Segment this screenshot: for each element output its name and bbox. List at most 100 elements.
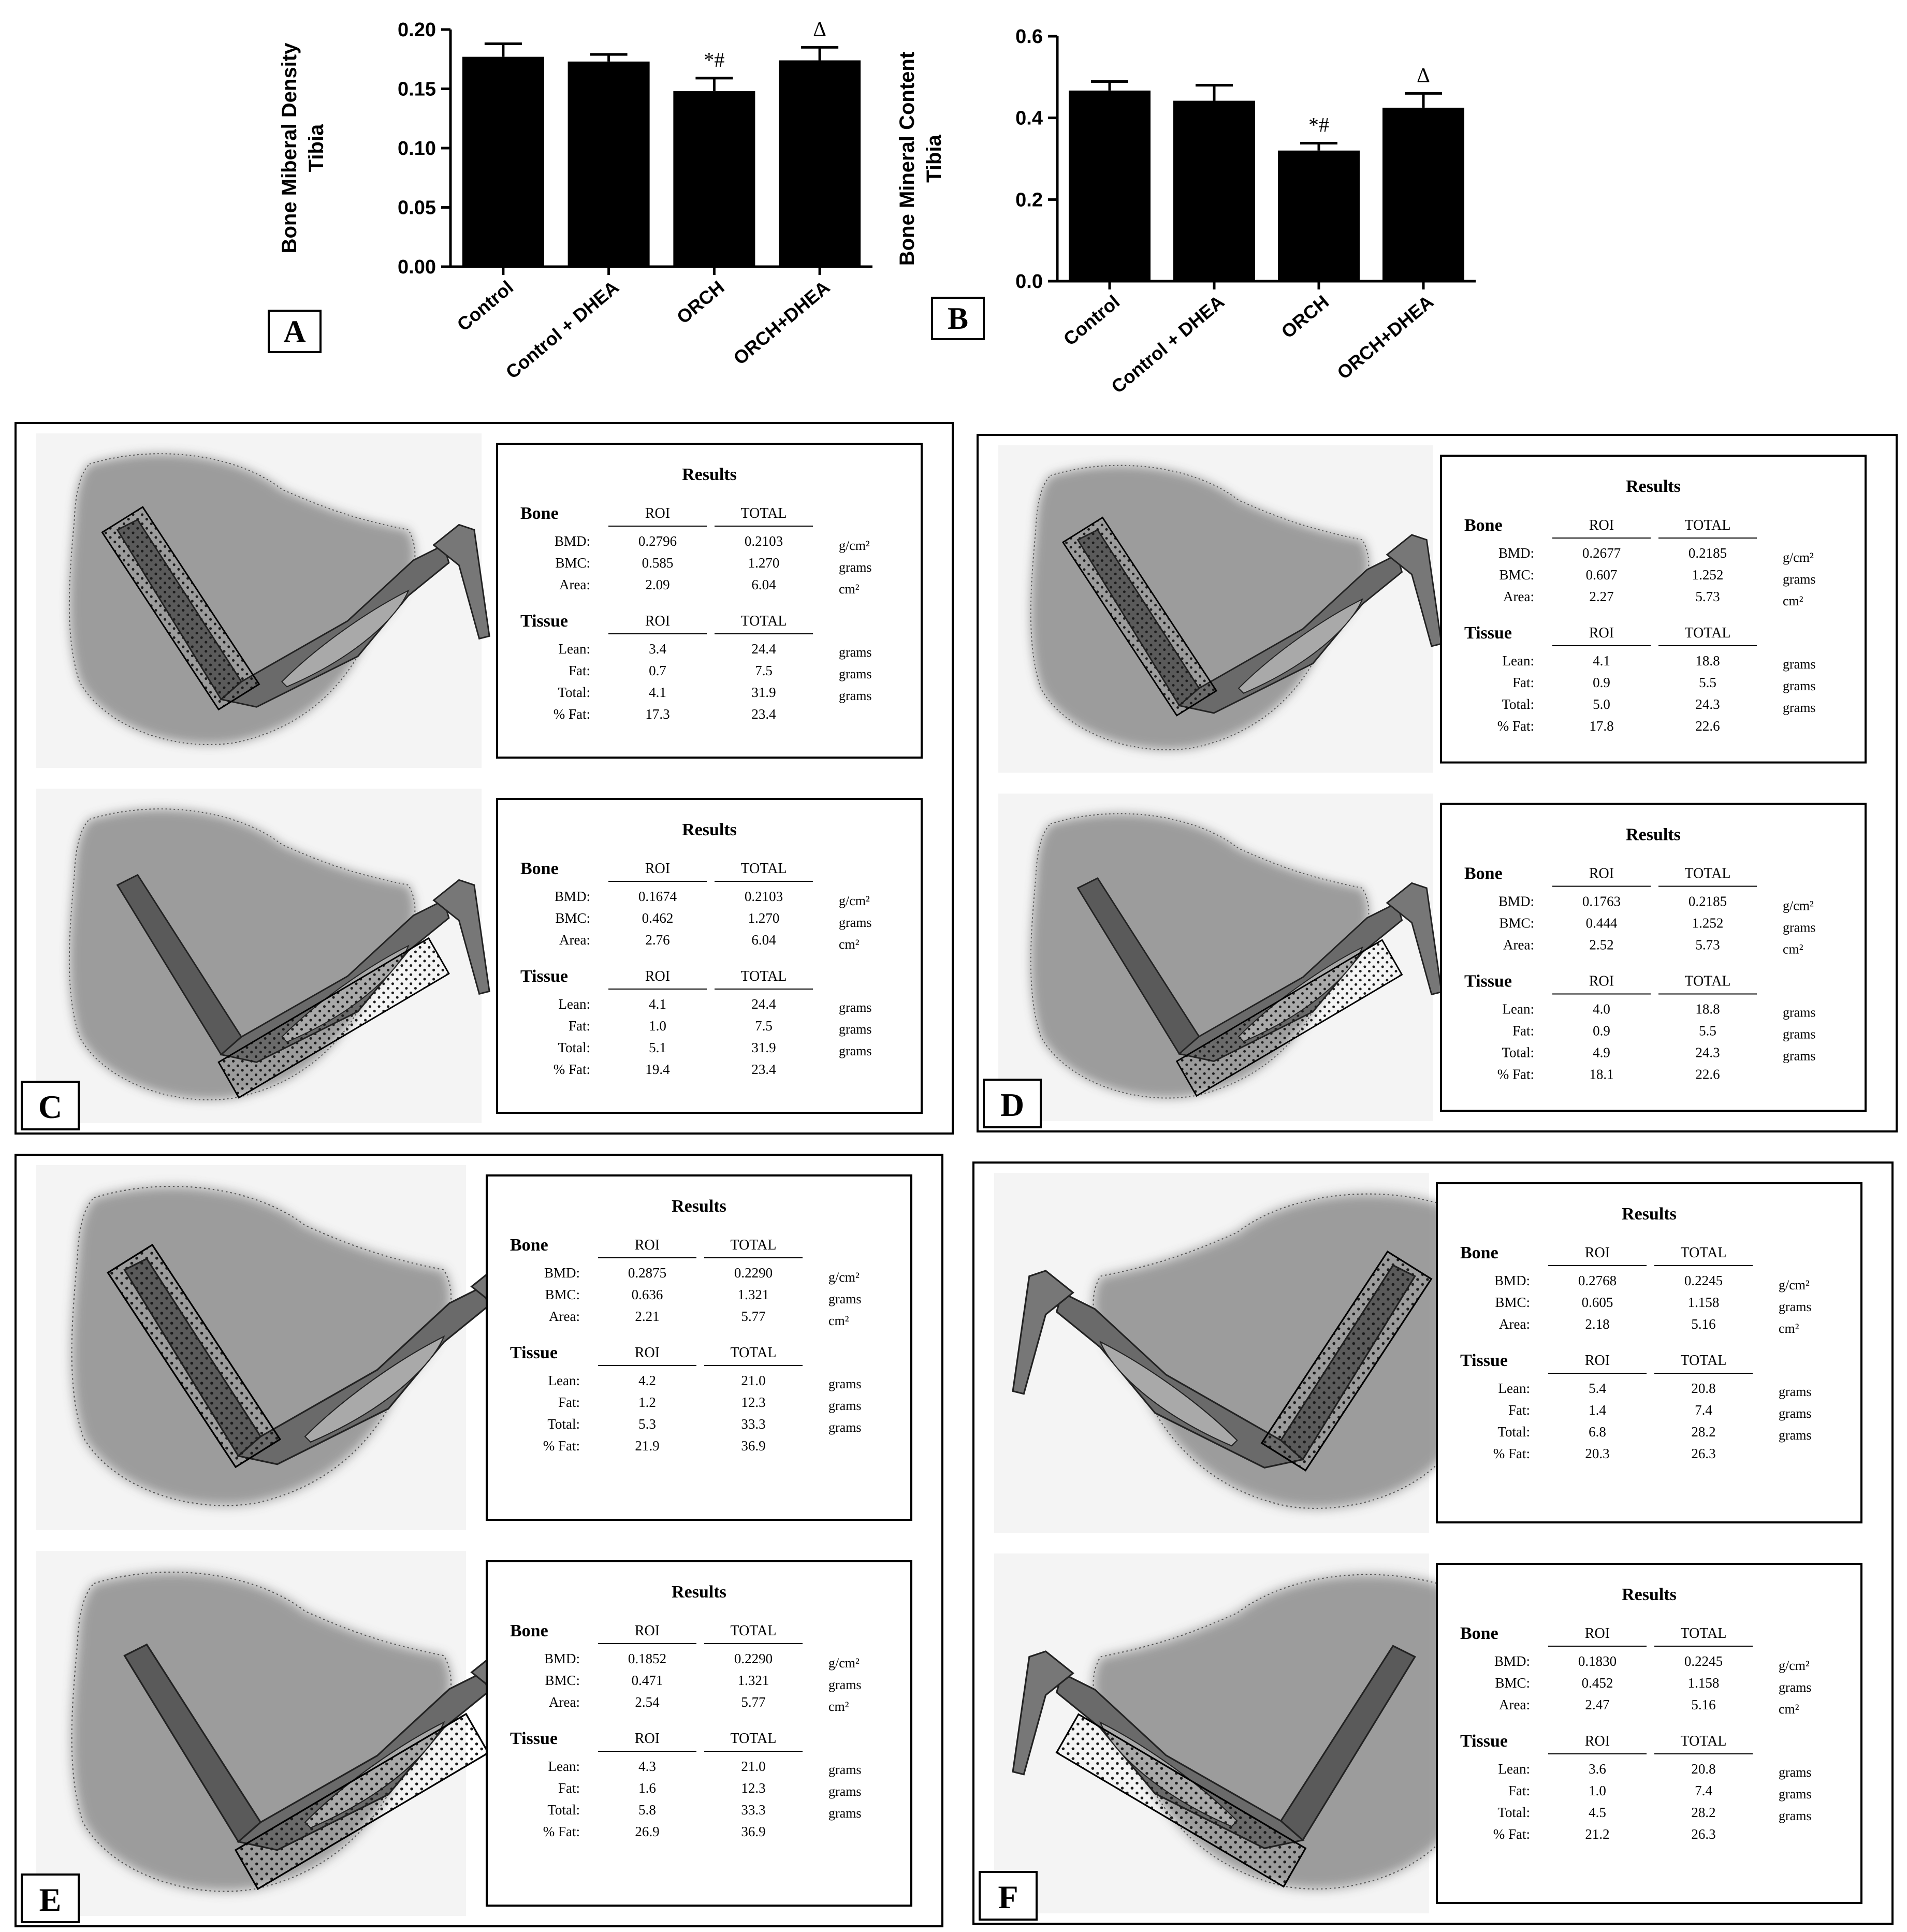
scan-panel-d: Results Bone ROI TOTAL BMD: 0.2677 0.2185 g/cm²… xyxy=(977,434,1898,1132)
roi-value: 0.7 xyxy=(649,663,666,678)
total-value: 24.4 xyxy=(751,996,776,1012)
row-label: BMD: xyxy=(544,1265,580,1281)
row-label: Total: xyxy=(547,1802,580,1818)
row-label: BMD: xyxy=(544,1651,580,1666)
roi-value: 0.2796 xyxy=(638,533,677,549)
roi-value: 6.8 xyxy=(1589,1424,1606,1440)
significance-marker: *# xyxy=(704,48,724,71)
column-header-roi: ROI xyxy=(645,613,670,629)
tibia-fibula-gap xyxy=(1238,598,1363,694)
column-header-roi: ROI xyxy=(645,968,670,984)
panel-label-box xyxy=(979,1871,1038,1921)
unit-label: grams xyxy=(1783,1027,1816,1042)
row-label: Fat: xyxy=(569,663,590,678)
total-value: 0.2290 xyxy=(734,1651,773,1666)
row-label: % Fat: xyxy=(554,706,590,722)
total-value: 6.04 xyxy=(751,577,776,592)
total-value: 5.73 xyxy=(1695,937,1720,953)
unit-label: grams xyxy=(1783,1005,1816,1020)
row-label: Lean: xyxy=(1498,1761,1530,1777)
bone-heading: Bone xyxy=(520,859,559,878)
bone-heading: Bone xyxy=(520,504,559,523)
total-value: 1.252 xyxy=(1692,916,1724,931)
row-label: Lean: xyxy=(559,641,590,657)
total-value: 0.2103 xyxy=(745,533,783,549)
total-value: 23.4 xyxy=(751,1062,776,1077)
row-label: Area: xyxy=(1499,1316,1530,1332)
bar-3 xyxy=(1382,107,1464,282)
scan-panel-e: Results Bone ROI TOTAL BMD: 0.2875 0.2290 g/cm²… xyxy=(14,1154,943,1927)
soft-tissue-outline xyxy=(71,1186,452,1506)
panel-label-box xyxy=(931,297,985,340)
bone-heading: Bone xyxy=(1464,864,1503,883)
total-value: 5.5 xyxy=(1699,675,1716,690)
roi-value: 1.0 xyxy=(1589,1783,1606,1798)
roi-value: 5.1 xyxy=(649,1040,666,1055)
row-label: BMD: xyxy=(1498,894,1534,909)
total-value: 5.16 xyxy=(1691,1316,1715,1332)
total-value: 31.9 xyxy=(751,685,776,700)
y-axis-label: Tibia xyxy=(923,134,945,182)
total-value: 5.77 xyxy=(741,1694,765,1710)
total-value: 26.3 xyxy=(1691,1446,1715,1461)
x-tick-label: ORCH xyxy=(1277,291,1333,343)
tissue-heading: Tissue xyxy=(1460,1732,1508,1751)
unit-label: g/cm² xyxy=(839,893,870,908)
column-header-roi: ROI xyxy=(635,1731,660,1747)
row-label: Lean: xyxy=(548,1759,580,1774)
roi-value: 0.471 xyxy=(632,1673,663,1688)
column-header-roi: ROI xyxy=(635,1623,660,1639)
column-header-total: TOTAL xyxy=(1684,974,1730,990)
total-value: 0.2245 xyxy=(1684,1653,1723,1669)
tibia-fibula-gap xyxy=(304,1335,445,1443)
roi-value: 4.1 xyxy=(649,996,666,1012)
column-header-total: TOTAL xyxy=(1684,625,1730,641)
results-title: Results xyxy=(682,820,737,839)
unit-label: grams xyxy=(1783,678,1816,693)
unit-label: grams xyxy=(1779,1384,1812,1399)
unit-label: grams xyxy=(839,645,872,660)
unit-label: grams xyxy=(828,1762,862,1777)
y-tick-label: 0.4 xyxy=(1015,108,1043,129)
dxa-scan-image xyxy=(1012,1574,1467,1890)
total-value: 24.4 xyxy=(751,641,776,657)
total-value: 28.2 xyxy=(1691,1424,1715,1440)
roi-value: 18.1 xyxy=(1589,1067,1613,1082)
row-label: % Fat: xyxy=(543,1438,580,1454)
tissue-heading: Tissue xyxy=(1460,1351,1508,1370)
total-value: 18.8 xyxy=(1695,1001,1720,1017)
results-table: Results Bone ROI TOTAL BMD: 0.1674 0.2103 g/cm²… xyxy=(496,798,923,1114)
column-header-roi: ROI xyxy=(1585,1625,1610,1642)
column-header-total: TOTAL xyxy=(730,1237,776,1253)
total-value: 5.5 xyxy=(1699,1023,1716,1039)
roi-value: 4.3 xyxy=(638,1759,656,1774)
roi-value: 3.4 xyxy=(649,641,666,657)
y-axis-label: Bone Mineral Content xyxy=(896,52,919,266)
y-tick-label: 0.20 xyxy=(398,19,436,41)
unit-label: grams xyxy=(1779,1786,1812,1802)
bar-2 xyxy=(1278,150,1360,281)
unit-label: cm² xyxy=(1783,593,1803,608)
foot-bone xyxy=(1012,1270,1074,1395)
results-frame xyxy=(486,1560,912,1907)
total-value: 26.3 xyxy=(1691,1826,1715,1842)
roi-value: 17.8 xyxy=(1589,718,1613,734)
row-label: Fat: xyxy=(1512,675,1534,690)
roi-value: 0.2677 xyxy=(1582,545,1621,561)
row-label: Total: xyxy=(1502,696,1534,712)
row-label: Area: xyxy=(1503,937,1534,953)
total-value: 1.270 xyxy=(748,910,780,926)
dxa-scan-image xyxy=(68,453,490,745)
dxa-scan-image xyxy=(68,808,490,1100)
tissue-heading: Tissue xyxy=(520,612,568,631)
roi-value: 26.9 xyxy=(635,1824,659,1839)
total-value: 24.3 xyxy=(1695,696,1720,712)
row-label: Area: xyxy=(549,1309,580,1324)
unit-label: grams xyxy=(828,1291,862,1306)
y-tick-label: 0.05 xyxy=(398,197,436,219)
row-label: Fat: xyxy=(558,1780,580,1796)
roi-value: 2.52 xyxy=(1589,937,1613,953)
roi-value: 0.1852 xyxy=(628,1651,666,1666)
unit-label: cm² xyxy=(828,1313,849,1328)
